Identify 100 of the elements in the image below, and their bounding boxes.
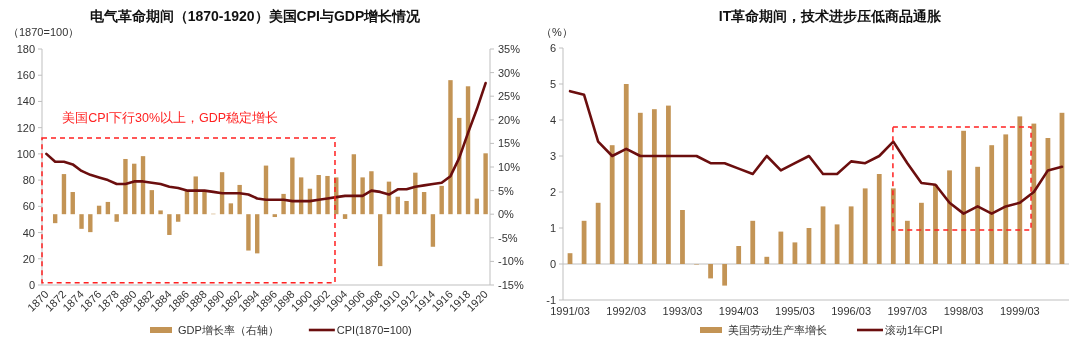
bar (722, 264, 728, 286)
y-tick-label: -1 (546, 294, 556, 306)
y-tick-label: 4 (549, 114, 556, 126)
bar (778, 231, 784, 264)
y2-tick-label: -5% (498, 231, 518, 244)
bar (404, 200, 409, 215)
bar (483, 153, 488, 215)
x-tick-label: 1991/03 (550, 305, 590, 317)
bar (158, 210, 163, 215)
bar (637, 112, 643, 264)
y-tick-label: 180 (16, 43, 35, 55)
y-tick-label: 140 (16, 95, 35, 108)
bar (360, 177, 365, 215)
x-tick-label: 1997/03 (887, 305, 928, 317)
y2-tick-label: 25% (498, 90, 521, 103)
y-tick-label: 0 (549, 258, 556, 270)
x-tick-label: 1994/03 (718, 305, 759, 317)
y-tick-label: 20 (22, 252, 35, 265)
y2-tick-label: 0% (498, 208, 515, 221)
legend-label: 美国劳动生产率增长 (728, 324, 827, 336)
bar (947, 170, 952, 264)
bar (975, 166, 981, 264)
bar (52, 214, 58, 224)
y-tick-label: 40 (22, 226, 35, 239)
y-tick-label: 100 (16, 147, 35, 160)
bar (848, 206, 854, 264)
bar (448, 80, 453, 215)
chart-title: IT革命期间，技术进步压低商品通胀 (718, 8, 943, 24)
y-axis-title: （%） (541, 26, 573, 38)
y2-tick-label: 10% (498, 161, 521, 173)
line-series (45, 81, 487, 203)
y2-tick-label: 20% (498, 113, 521, 126)
bar (149, 190, 154, 215)
bar (680, 210, 685, 264)
bar (623, 84, 629, 264)
bar (961, 130, 966, 264)
bar (750, 220, 756, 264)
x-tick-label: 1993/03 (662, 305, 703, 317)
bar (61, 174, 67, 215)
bar (369, 171, 374, 215)
x-tick-label: 1996/03 (831, 305, 872, 317)
bar (114, 214, 119, 222)
y-tick-label: 5 (549, 78, 556, 90)
y2-tick-label: 35% (498, 43, 521, 55)
bar (421, 192, 427, 215)
chart-title: 电气革命期间（1870-1920）美国CPI与GDP增长情况 (89, 8, 422, 24)
y-tick-label: 3 (549, 150, 556, 162)
bar (430, 214, 436, 247)
bar (989, 145, 995, 264)
bar (413, 172, 418, 215)
bar (123, 158, 128, 215)
x-tick-label: 1998/03 (943, 305, 984, 317)
bar (1017, 116, 1023, 264)
bar (708, 264, 713, 279)
y-tick-label: 60 (22, 200, 35, 213)
bar (272, 214, 277, 218)
x-tick-label: 1999/03 (999, 305, 1040, 317)
y-tick-label: 120 (16, 121, 35, 134)
bar (88, 214, 93, 233)
bar (595, 202, 601, 264)
y-tick-label: 80 (22, 174, 35, 187)
bar (919, 202, 924, 264)
bar (904, 220, 910, 264)
bar (736, 246, 742, 264)
y2-tick-label: 30% (498, 66, 521, 79)
bar (70, 192, 75, 215)
y-tick-label: 160 (16, 69, 35, 82)
bar (933, 184, 938, 264)
y-tick-label: 2 (549, 186, 556, 198)
bar (651, 109, 657, 264)
bar (876, 174, 882, 264)
bar (202, 190, 207, 215)
bar (255, 214, 260, 254)
legend-label: 滚动1年CPI (885, 324, 943, 336)
bar (246, 214, 251, 251)
bar (609, 145, 615, 264)
y2-tick-label: 15% (498, 137, 521, 150)
legend-label: GDP增长率（右轴） (178, 324, 279, 336)
y-tick-label: 6 (549, 42, 556, 54)
bar (342, 214, 348, 219)
bar (290, 157, 295, 215)
bar (228, 203, 234, 215)
legend-label: CPI(1870=100) (336, 324, 412, 336)
bar (666, 105, 671, 264)
y-axis-title: （1870=100） (8, 26, 80, 38)
bar (378, 214, 383, 267)
y-tick-label: 0 (28, 279, 35, 291)
x-tick-label: 1995/03 (775, 305, 815, 317)
bar (764, 256, 770, 264)
y-tick-label: 1 (549, 222, 556, 234)
y2-tick-label: 5% (498, 184, 515, 197)
bar (862, 188, 868, 264)
bar (167, 214, 172, 235)
line-series (568, 89, 1064, 215)
y2-tick-label: -15% (498, 279, 524, 291)
bar (439, 185, 444, 215)
bar (237, 184, 242, 215)
bar (325, 175, 330, 215)
bar (175, 214, 181, 222)
bar (79, 214, 84, 229)
